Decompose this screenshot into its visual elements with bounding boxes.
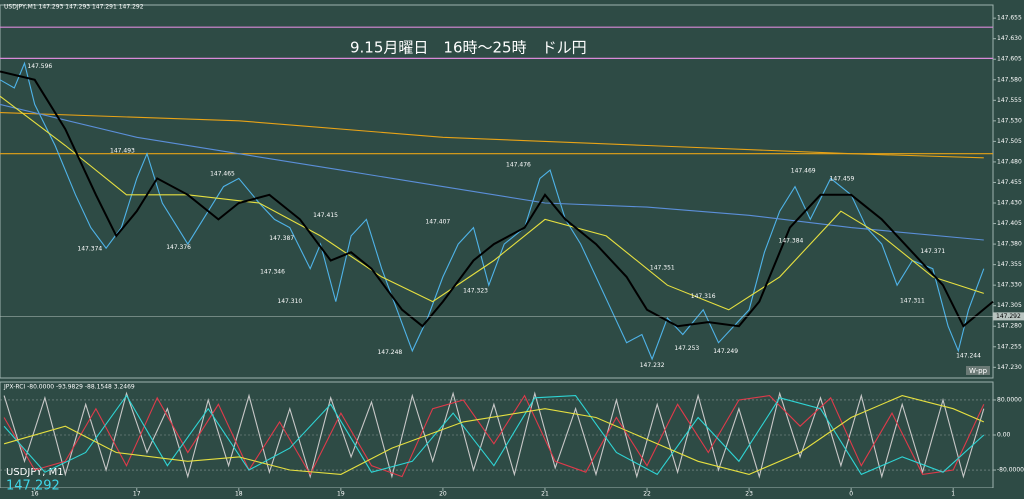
y-tick-label: 147.430 [997,200,1022,207]
price-annotation: 147.316 [691,293,716,300]
x-tick-label: 18 [235,491,243,498]
price-annotation: 147.232 [640,362,665,369]
y-tick-label: 147.655 [997,15,1022,22]
price-annotation: 147.311 [900,297,925,304]
symbol: USDJPY, M1 [6,467,64,478]
series-line [0,70,994,328]
price-annotation: 147.384 [779,237,804,244]
y-tick-label: 147.630 [997,35,1022,42]
price-annotation: 147.310 [277,298,302,305]
y-tick-label: 147.405 [997,220,1022,227]
price-annotation: 147.244 [956,352,981,359]
x-tick-label: 23 [745,491,753,498]
series-line [3,395,985,475]
y-tick-label: 147.605 [997,56,1022,63]
price-annotation: 147.248 [377,349,402,356]
last-price: 147.292 [6,479,60,494]
y-tick-label: 80.0000 [997,396,1022,403]
last-price-tag-label: 147.292 [996,313,1021,320]
price-annotation: 147.253 [674,345,699,352]
x-tick-label: 0 [849,491,853,498]
x-tick-label: 19 [337,491,345,498]
y-tick-label: -80.0000 [997,467,1024,474]
price-annotation: 147.476 [506,162,531,169]
price-annotation: 147.415 [313,212,338,219]
price-annotation: 147.407 [425,218,450,225]
x-tick-label: 20 [439,491,447,498]
time-strip [0,488,1024,499]
x-tick-label: 22 [643,491,651,498]
x-tick-label: 21 [541,491,549,498]
y-tick-label: 147.480 [997,158,1022,165]
y-tick-label: 147.280 [997,323,1022,330]
y-tick-label: 147.530 [997,117,1022,124]
y-tick-label: 147.255 [997,343,1022,350]
y-tick-label: 147.305 [997,302,1022,309]
marker-box [966,366,990,375]
series-line [0,61,985,361]
price-annotation: 147.596 [27,63,52,70]
y-tick-label: 147.555 [997,97,1022,104]
main-frame [0,4,994,379]
y-tick-label: 147.455 [997,179,1022,186]
price-annotation: 147.346 [260,269,285,276]
y-tick-label: 147.355 [997,261,1022,268]
y-tick-label: 147.230 [997,364,1022,371]
marker-label: W-pp [969,367,988,375]
price-annotation: 147.387 [269,235,294,242]
y-tick-label: 0.00 [997,432,1011,439]
price-annotation: 147.351 [650,264,675,271]
y-tick-label: 147.380 [997,241,1022,248]
price-annotation: 147.493 [110,148,135,155]
price-annotation: 147.465 [210,171,235,178]
series-line [0,112,984,159]
y-tick-label: 147.505 [997,138,1022,145]
x-tick-label: 17 [133,491,141,498]
header: USDJPY,M1 147.293 147.293 147.291 147.29… [4,4,144,11]
last-price-tag [993,312,1024,321]
x-tick-label: 1 [951,491,955,498]
x-tick-label: 16 [31,491,39,498]
y-tick-label: 147.330 [997,282,1022,289]
series-line [0,103,984,241]
series-line [3,394,985,478]
price-annotation: 147.459 [830,176,855,183]
series-line [0,95,984,311]
chart-title: 9.15月曜日 16時～25時 ドル円 [350,39,587,57]
price-annotation: 147.249 [713,348,738,355]
rci-title: JPX-RCI -80.0000 -93.9829 -88.1548 3.246… [3,384,135,391]
series-line [3,391,985,479]
y-tick-label: 147.580 [997,76,1022,83]
price-annotation: 147.323 [463,287,488,294]
price-annotation: 147.376 [166,244,191,251]
price-annotation: 147.371 [920,248,945,255]
price-annotation: 147.469 [791,167,816,174]
price-annotation: 147.374 [77,246,102,253]
series-line [3,394,985,476]
